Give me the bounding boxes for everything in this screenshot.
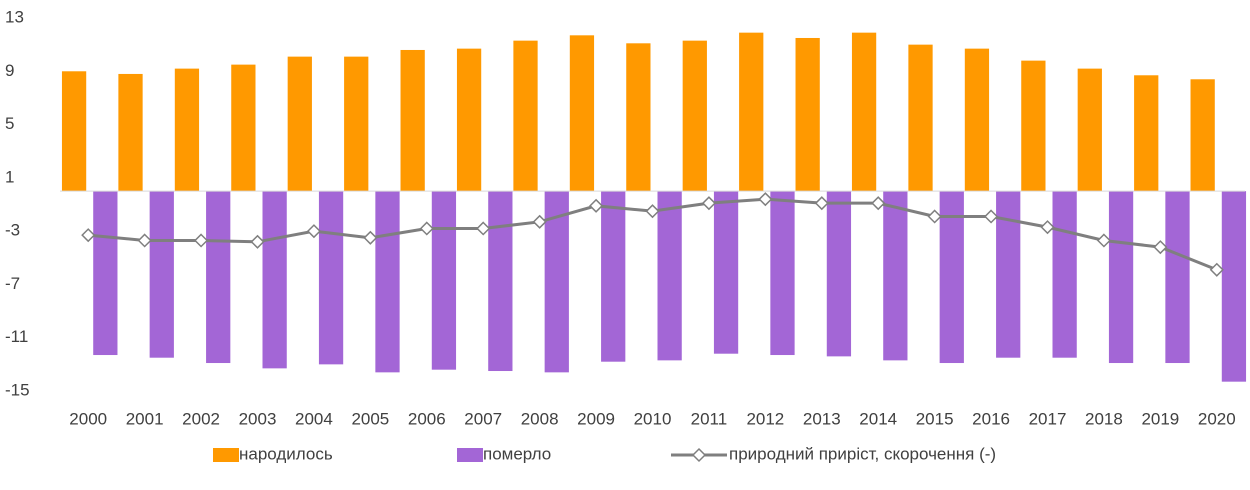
marker [758,192,773,207]
marker [476,221,491,236]
marker [1153,240,1168,255]
x-tick-label: 2004 [295,409,333,428]
x-tick-label: 2018 [1085,409,1123,428]
bar [883,191,908,361]
x-tick-label: 2003 [239,409,277,428]
legend-label: померло [483,444,551,463]
y-tick-label: 1 [5,167,14,186]
x-tick-label: 2005 [351,409,389,428]
bar [908,44,933,192]
marker [871,196,886,211]
x-tick-label: 2020 [1198,409,1236,428]
bar [795,37,820,192]
marker [984,209,999,224]
x-tick-label: 2011 [691,409,728,428]
y-tick-label: -7 [5,274,20,293]
marker [701,196,716,211]
bar [318,191,344,365]
bar [431,191,457,370]
marker [927,209,942,224]
marker [1209,262,1224,277]
x-tick-label: 2014 [859,409,897,428]
legend-label: народилось [239,444,333,463]
bar [739,32,764,192]
bar [206,191,231,364]
bar [770,191,795,356]
marker [363,230,378,245]
bar [231,64,256,192]
y-tick-label: 13 [5,7,24,26]
x-tick-label: 2019 [1141,409,1179,428]
x-tick-label: 2007 [464,409,502,428]
marker [419,221,434,236]
bar [118,73,143,192]
bar [400,49,425,192]
marker [1040,220,1055,235]
bar [1021,60,1046,192]
bar [569,35,595,192]
bar [713,191,739,354]
bar [1190,79,1215,192]
y-tick-label: -11 [5,327,28,346]
bar [375,191,400,373]
bar [93,191,118,356]
bar [1165,191,1190,364]
x-tick-label: 2016 [972,409,1010,428]
x-tick-label: 2002 [182,409,220,428]
bar [488,191,513,372]
bar [964,48,990,192]
x-tick-label: 2010 [634,409,672,428]
y-tick-label: 9 [5,61,14,80]
marker [589,198,604,213]
bar [344,56,369,192]
bar [1108,191,1134,364]
bar [262,191,287,369]
x-tick-label: 2001 [126,409,164,428]
x-tick-label: 2017 [1029,409,1067,428]
x-tick-label: 2006 [408,409,446,428]
bar [657,191,682,361]
bar [626,43,651,192]
x-tick-label: 2009 [577,409,615,428]
bar [851,32,877,192]
legend-label: природний приріст, скорочення (-) [729,444,996,463]
bar [544,191,569,373]
x-tick-label: 2012 [746,409,784,428]
marker [645,204,660,219]
marker [532,214,547,229]
marker [1096,233,1111,248]
x-tick-label: 2000 [69,409,107,428]
y-tick-label: -15 [5,380,30,399]
y-tick-label: -3 [5,221,20,240]
bar [682,40,707,192]
marker [306,224,321,239]
marker [137,233,152,248]
bar [61,71,87,192]
marker [81,228,96,243]
bar [1221,191,1247,382]
bar [939,191,964,364]
bar [601,191,626,362]
legend-marker [691,447,707,463]
x-tick-label: 2008 [521,409,559,428]
bar [149,191,174,358]
marker [194,233,209,248]
x-tick-label: 2013 [803,409,841,428]
marker [814,196,829,211]
legend-swatch [457,448,483,462]
y-tick-label: 5 [5,114,14,133]
marker [250,234,265,249]
legend-swatch [213,448,239,462]
bar [174,68,200,192]
bar [287,56,312,192]
bar [1052,191,1077,358]
bar [513,40,538,192]
bar [456,48,482,192]
bar [996,191,1021,358]
bar [826,191,852,357]
x-tick-label: 2015 [916,409,954,428]
bar [1077,68,1102,192]
bar [1134,75,1159,192]
